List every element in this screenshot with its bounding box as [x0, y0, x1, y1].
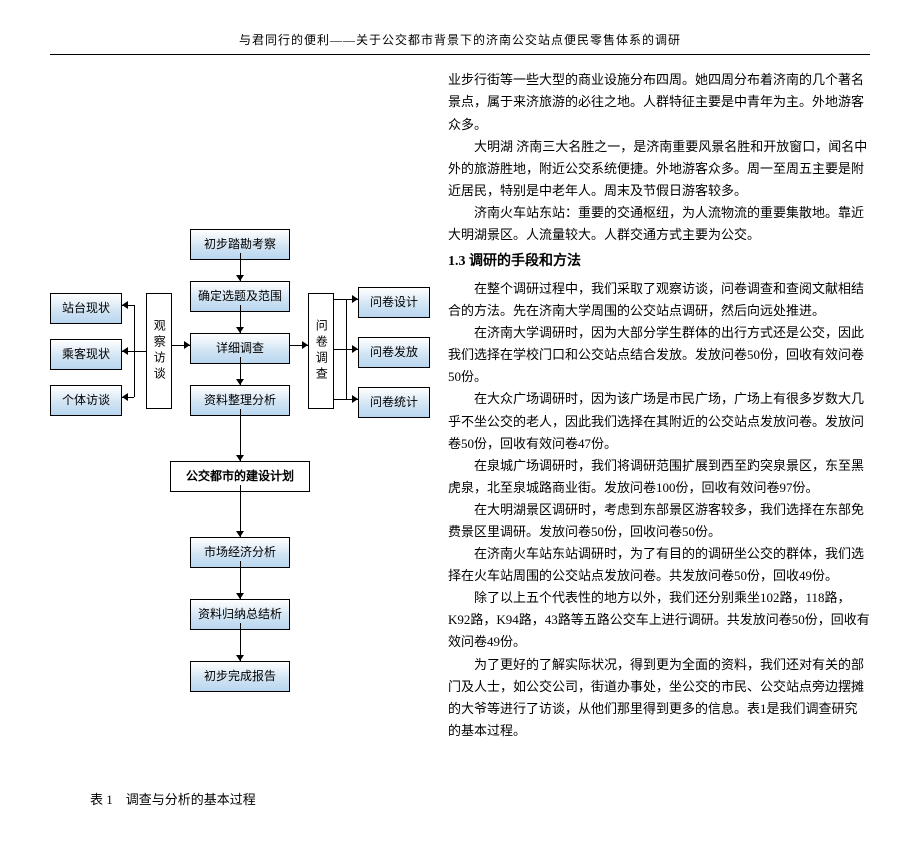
paragraph: 在济南火车站东站调研时，为了有目的的调研坐公交的群体，我们选择在火车站周围的公交…	[448, 543, 870, 587]
paragraph: 在泉城广场调研时，我们将调研范围扩展到西至趵突泉景区，东至黑虎泉，北至泉城路商业…	[448, 455, 870, 499]
node-interview: 个体访谈	[50, 385, 122, 415]
page-header: 与君同行的便利——关于公交都市背景下的济南公交站点便民零售体系的调研	[50, 30, 870, 55]
node-q-stat: 问卷统计	[358, 387, 430, 417]
paragraph: 业步行街等一些大型的商业设施分布四周。她四周分布着济南的几个著名景点，属于来济旅…	[448, 69, 870, 135]
paragraph: 在整个调研过程中，我们采取了观察访谈，问卷调查和查阅文献相结合的方法。先在济南大…	[448, 278, 870, 322]
paragraph: 在大众广场调研时，因为该广场是市民广场，广场上有很多岁数大几乎不坐公交的老人，因…	[448, 388, 870, 454]
node-q-design: 问卷设计	[358, 287, 430, 317]
left-column: 初步踏勘考察 确定选题及范围 详细调查 资料整理分析 公交都市的建设计划 市场经…	[50, 69, 430, 811]
node-report: 初步完成报告	[190, 661, 290, 691]
table-caption: 表 1 调查与分析的基本过程	[50, 789, 430, 811]
node-q-dist: 问卷发放	[358, 337, 430, 367]
flowchart: 初步踏勘考察 确定选题及范围 详细调查 资料整理分析 公交都市的建设计划 市场经…	[50, 229, 430, 759]
paragraph: 为了更好的了解实际状况，得到更为全面的资料，我们还对有关的部门及人士，如公交公司…	[448, 654, 870, 742]
section-heading: 1.3 调研的手段和方法	[448, 250, 870, 274]
paragraph: 在大明湖景区调研时，考虑到东部景区游客较多，我们选择在东部免费景区里调研。发放问…	[448, 499, 870, 543]
right-column: 业步行街等一些大型的商业设施分布四周。她四周分布着济南的几个著名景点，属于来济旅…	[448, 69, 870, 811]
paragraph: 在济南大学调研时，因为大部分学生群体的出行方式还是公交，因此我们选择在学校门口和…	[448, 322, 870, 388]
paragraph: 济南火车站东站：重要的交通枢纽，为人流物流的重要集散地。靠近大明湖景区。人流量较…	[448, 202, 870, 246]
node-passenger-status: 乘客现状	[50, 339, 122, 369]
node-station-status: 站台现状	[50, 293, 122, 323]
paragraph: 大明湖 济南三大名胜之一，是济南重要风景名胜和开放窗口，闻名中外的旅游胜地，附近…	[448, 136, 870, 202]
paragraph: 除了以上五个代表性的地方以外，我们还分别乘坐102路，118路，K92路，K94…	[448, 587, 870, 653]
two-col-layout: 初步踏勘考察 确定选题及范围 详细调查 资料整理分析 公交都市的建设计划 市场经…	[50, 69, 870, 811]
node-observe-interview: 观察访谈	[146, 293, 172, 409]
node-questionnaire-survey: 问卷调查	[308, 293, 334, 409]
